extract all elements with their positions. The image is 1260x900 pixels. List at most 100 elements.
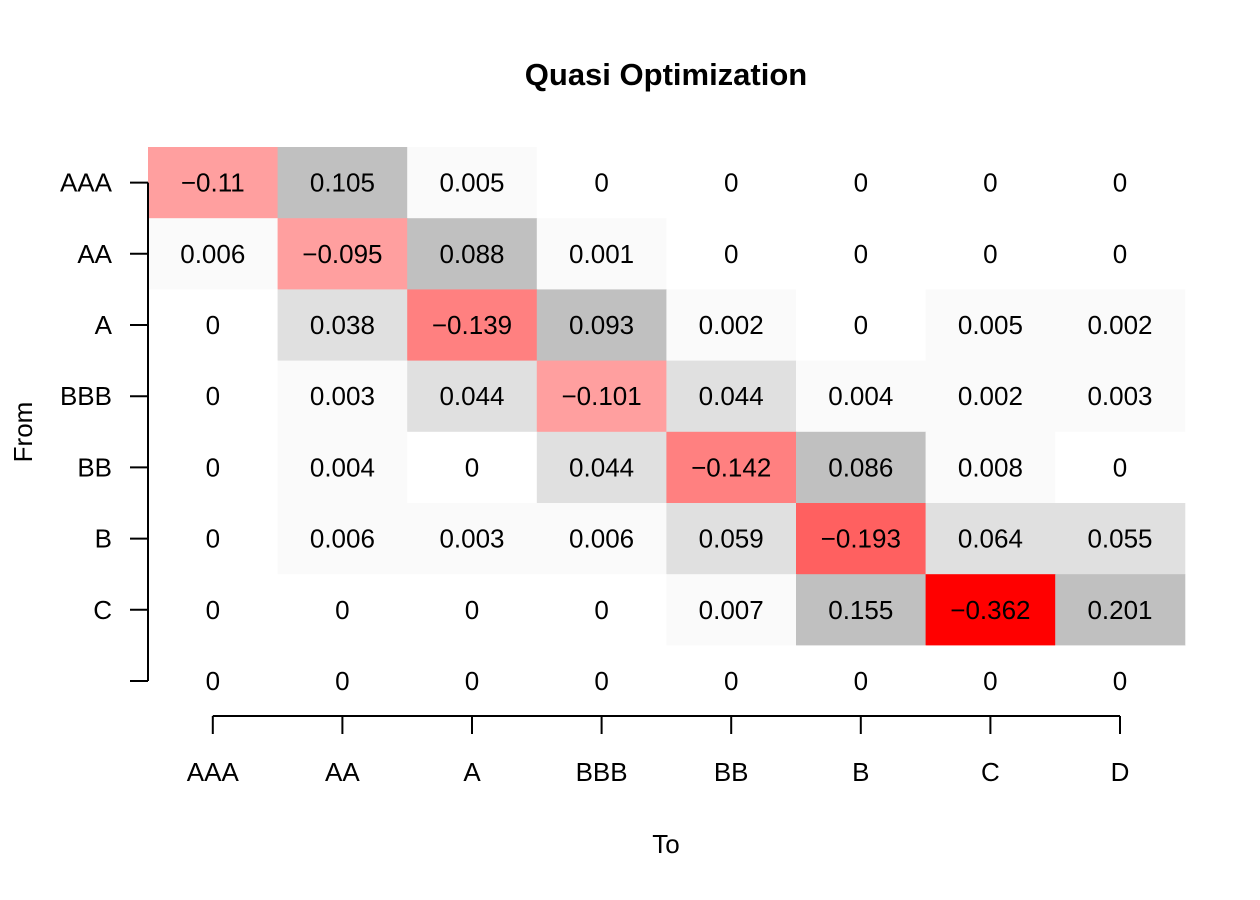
x-axis: AAA AA A BBB BB B C D <box>187 715 1130 787</box>
heatmap-cell <box>1055 360 1186 433</box>
heatmap-cell <box>536 574 667 646</box>
heatmap-cell <box>1055 218 1186 290</box>
x-tick-label: AA <box>325 757 360 787</box>
cell-value-label: 0 <box>594 168 608 198</box>
cell-value-label: 0 <box>724 239 738 269</box>
cell-value-label: 0 <box>465 666 479 696</box>
heatmap-cell <box>1055 147 1186 219</box>
heatmap-cell <box>925 503 1056 575</box>
cell-value-label: 0.064 <box>958 524 1023 554</box>
heatmap-cell <box>148 645 279 718</box>
cell-value-label: −0.362 <box>950 595 1030 625</box>
heatmap-cell <box>277 431 408 504</box>
heatmap-cell <box>148 289 279 362</box>
x-axis-title: To <box>652 829 679 859</box>
cell-value-label: 0 <box>465 595 479 625</box>
heatmap-cell <box>796 218 927 290</box>
x-tick-label: D <box>1111 757 1130 787</box>
heatmap-cell <box>925 360 1056 433</box>
cell-value-label: 0 <box>594 595 608 625</box>
cell-value-label: 0.059 <box>699 524 764 554</box>
cell-value-label: 0.002 <box>699 310 764 340</box>
cell-value-label: 0 <box>1113 239 1127 269</box>
heatmap-cell-labels: −0.11 0.105 0.005 0 0 0 0 0 0.006 −0.095 0.088 0.00… <box>180 168 1152 696</box>
heatmap-cell <box>796 147 927 219</box>
cell-value-label: −0.101 <box>561 381 641 411</box>
cell-value-label: 0 <box>1113 452 1127 482</box>
cell-value-label: 0.005 <box>958 310 1023 340</box>
y-tick-label: AAA <box>60 168 113 198</box>
y-tick-label: A <box>95 310 113 340</box>
cell-value-label: 0.008 <box>958 452 1023 482</box>
x-tick-label: A <box>463 757 481 787</box>
cell-value-label: 0 <box>983 666 997 696</box>
heatmap-cell <box>407 289 538 362</box>
cell-value-label: 0.002 <box>958 381 1023 411</box>
cell-value-label: 0.044 <box>699 381 764 411</box>
cell-value-label: 0 <box>206 666 220 696</box>
cell-value-label: 0.006 <box>310 524 375 554</box>
heatmap-cell <box>925 147 1056 219</box>
heatmap-cell <box>666 289 797 362</box>
cell-value-label: 0 <box>335 666 349 696</box>
cell-value-label: 0.003 <box>310 381 375 411</box>
cell-value-label: −0.139 <box>432 310 512 340</box>
heatmap-cell <box>407 431 538 504</box>
heatmap-cell <box>796 431 927 504</box>
heatmap-cell <box>407 645 538 718</box>
heatmap-cell <box>277 360 408 433</box>
heatmap-cell <box>407 360 538 433</box>
heatmap-cell <box>796 645 927 718</box>
cell-value-label: 0.044 <box>569 452 634 482</box>
heatmap-cell <box>925 289 1056 362</box>
heatmap-cell <box>536 147 667 219</box>
heatmap-cell <box>536 645 667 718</box>
heatmap-cell <box>148 360 279 433</box>
y-tick-label: B <box>95 524 112 554</box>
heatmap-cell <box>666 574 797 646</box>
cell-value-label: 0.005 <box>439 168 504 198</box>
cell-value-label: 0.006 <box>180 239 245 269</box>
heatmap-cell <box>407 503 538 575</box>
heatmap-cells <box>148 147 1186 718</box>
heatmap-cell <box>277 147 408 219</box>
cell-value-label: 0 <box>854 310 868 340</box>
heatmap-cell <box>666 431 797 504</box>
heatmap-cell <box>277 289 408 362</box>
cell-value-label: −0.142 <box>691 452 771 482</box>
heatmap-cell <box>925 431 1056 504</box>
cell-value-label: 0 <box>724 168 738 198</box>
x-tick-label: BB <box>714 757 749 787</box>
cell-value-label: 0 <box>335 595 349 625</box>
heatmap-cell <box>796 574 927 646</box>
heatmap-cell <box>536 503 667 575</box>
heatmap-cell <box>1055 289 1186 362</box>
cell-value-label: 0 <box>206 524 220 554</box>
heatmap-cell <box>536 360 667 433</box>
heatmap-cell <box>1055 431 1186 504</box>
cell-value-label: −0.11 <box>181 168 245 198</box>
cell-value-label: 0.055 <box>1087 524 1152 554</box>
heatmap-cell <box>925 574 1056 646</box>
heatmap-cell <box>666 360 797 433</box>
cell-value-label: 0.001 <box>569 239 634 269</box>
heatmap-cell <box>796 360 927 433</box>
cell-value-label: 0 <box>594 666 608 696</box>
cell-value-label: 0 <box>854 168 868 198</box>
y-tick-label: BBB <box>60 381 112 411</box>
cell-value-label: 0 <box>983 239 997 269</box>
cell-value-label: 0.007 <box>699 595 764 625</box>
cell-value-label: 0 <box>206 381 220 411</box>
heatmap-cell <box>1055 645 1186 718</box>
cell-value-label: 0.088 <box>439 239 504 269</box>
cell-value-label: 0.004 <box>828 381 893 411</box>
cell-value-label: 0 <box>1113 666 1127 696</box>
heatmap-cell <box>277 574 408 646</box>
cell-value-label: −0.193 <box>821 524 901 554</box>
cell-value-label: 0.003 <box>439 524 504 554</box>
cell-value-label: −0.095 <box>302 239 382 269</box>
heatmap-cell <box>407 218 538 290</box>
cell-value-label: 0.086 <box>828 452 893 482</box>
heatmap-cell <box>148 503 279 575</box>
y-tick-label: AA <box>77 239 112 269</box>
